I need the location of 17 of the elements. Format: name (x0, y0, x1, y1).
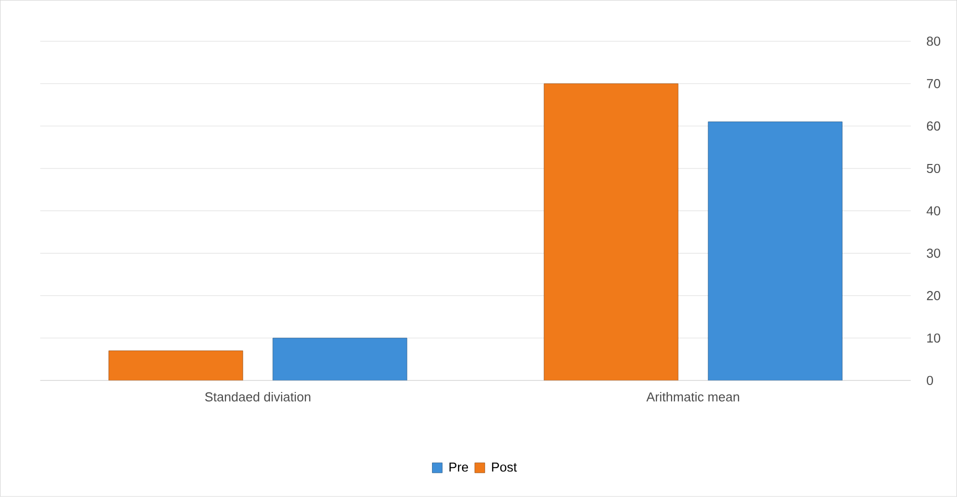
y-tick-label: 60 (926, 122, 940, 131)
x-tick-label: Arithmatic mean (646, 392, 740, 402)
bar (272, 338, 408, 381)
y-tick-label: 10 (927, 334, 940, 343)
y-tick-label: 30 (926, 248, 940, 258)
y-tick-label: 50 (926, 164, 940, 174)
y-tick-label: 40 (926, 206, 940, 216)
legend-label: Post (492, 462, 517, 472)
y-tick-label: 20 (926, 291, 940, 300)
y-tick-label: 70 (926, 79, 940, 88)
bar (544, 84, 678, 381)
y-tick-label: 80 (926, 36, 940, 46)
bar (708, 122, 842, 381)
x-tick-label: Standaed diviation (205, 392, 310, 402)
legend-label: Pre (450, 462, 468, 472)
y-tick-label: 0 (926, 376, 934, 386)
bar (108, 350, 244, 381)
